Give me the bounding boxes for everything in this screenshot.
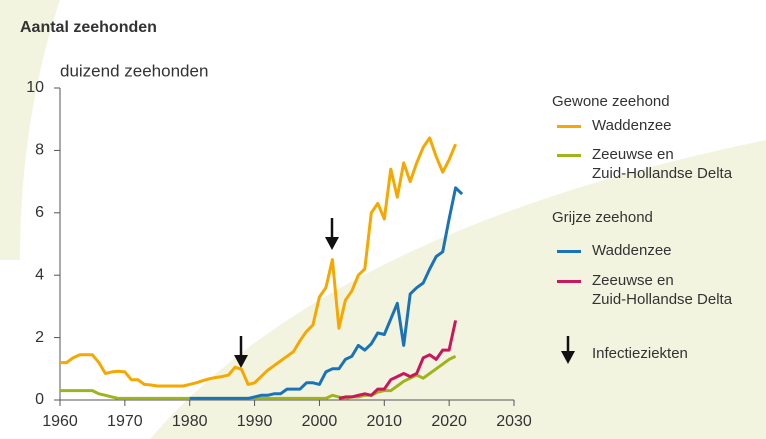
legend-label: Zeeuwse en Zuid-Hollandse Delta	[592, 272, 733, 308]
legend-title: Gewone zeehond	[552, 93, 670, 110]
x-tick-label: 1960	[42, 413, 78, 430]
legend-label: Waddenzee	[592, 242, 672, 259]
arrow	[234, 336, 248, 368]
x-tick-label: 2030	[496, 413, 532, 430]
x-tick-label: 1980	[172, 413, 208, 430]
y-tick-label: 2	[35, 329, 44, 346]
y-tick-label: 10	[26, 79, 44, 96]
y-axis-label: duizend zeehonden	[60, 61, 208, 80]
y-tick-label: 4	[35, 266, 44, 283]
x-tick-label: 1990	[237, 413, 273, 430]
legend-swatch	[557, 250, 581, 253]
legend-arrow	[561, 336, 575, 364]
x-tick-label: 2010	[366, 413, 402, 430]
background-shape	[150, 140, 766, 439]
legend-swatch	[557, 125, 581, 128]
y-tick-label: 8	[35, 142, 44, 159]
legend-swatch	[557, 280, 581, 283]
background-shape	[0, 0, 60, 260]
x-tick-label: 2000	[302, 413, 338, 430]
x-tick-label: 1970	[107, 413, 143, 430]
chart-title: Aantal zeehonden	[20, 19, 157, 36]
legend-swatch	[557, 154, 581, 157]
legend-title: Grijze zeehond	[552, 209, 653, 226]
series-line	[60, 136, 457, 388]
series-line	[338, 320, 458, 400]
series-line	[189, 186, 464, 400]
annotation-label: Infectieziekten	[592, 345, 688, 362]
y-tick-label: 0	[35, 391, 44, 408]
y-tick-label: 6	[35, 204, 44, 221]
x-tick-label: 2020	[431, 413, 467, 430]
arrow	[325, 218, 339, 250]
legend-label: Zeeuwse en Zuid-Hollandse Delta	[592, 146, 733, 182]
legend-label: Waddenzee	[592, 117, 672, 134]
